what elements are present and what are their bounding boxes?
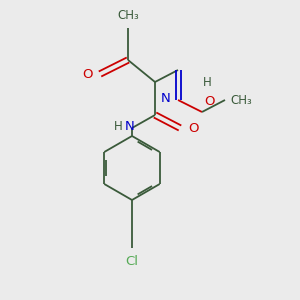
Text: H: H (114, 119, 123, 133)
Text: CH₃: CH₃ (117, 9, 139, 22)
Text: O: O (188, 122, 199, 134)
Text: O: O (82, 68, 93, 80)
Text: N: N (125, 119, 135, 133)
Text: N: N (160, 92, 170, 104)
Text: Cl: Cl (125, 255, 139, 268)
Text: CH₃: CH₃ (230, 94, 252, 106)
Text: O: O (204, 95, 214, 108)
Text: H: H (203, 76, 212, 88)
